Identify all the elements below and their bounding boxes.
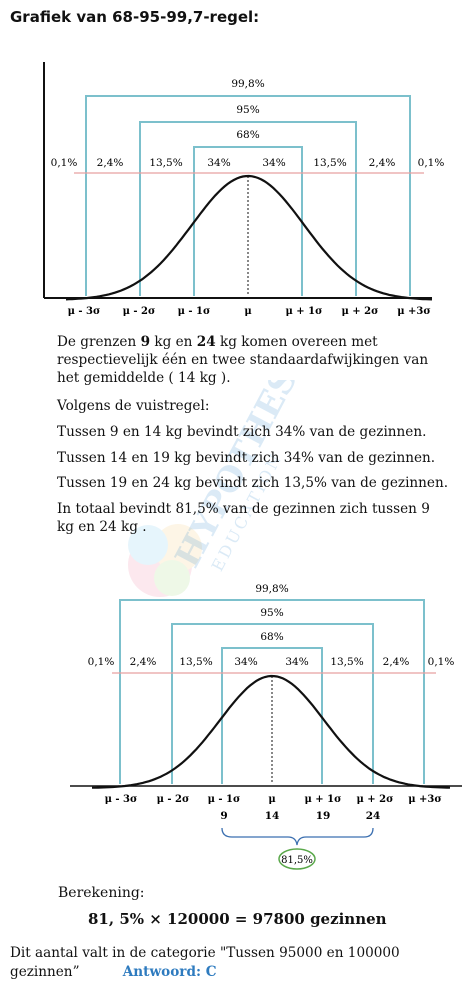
segment-label: 0,1% <box>428 656 455 668</box>
segment-label: 0,1% <box>88 656 115 668</box>
segment-label: 34% <box>285 656 308 668</box>
tick-label: μ +3σ <box>408 794 442 805</box>
segment-label: 0,1% <box>51 157 78 169</box>
paragraph-totaal: In totaal bevindt 81,5% van de gezinnen … <box>57 501 430 535</box>
calculation-label: Berekening: <box>58 885 145 901</box>
tick-label: μ <box>268 794 275 805</box>
segment-label: 34% <box>262 157 285 169</box>
span-label-998: 99,8% <box>255 583 288 595</box>
segment-label: 13,5% <box>330 656 363 668</box>
tick-label: μ - 2σ <box>157 794 190 805</box>
calculation: 81, 5% × 120000 = 97800 gezinnen <box>88 910 387 928</box>
bell-curve <box>65 174 433 301</box>
span-label-95: 95% <box>236 104 259 116</box>
tick-label: μ - 1σ <box>208 794 241 805</box>
tick-label: μ + 2σ <box>342 306 379 317</box>
segment-label: 34% <box>207 157 230 169</box>
span-label-68: 68% <box>236 129 259 141</box>
range-brace <box>221 827 374 846</box>
tick-label: μ - 2σ <box>123 306 156 317</box>
tick-label: μ + 1σ <box>286 306 323 317</box>
answer: Antwoord: C <box>122 964 217 980</box>
value-label: 9 <box>220 810 227 822</box>
page-title: Grafiek van 68-95-99,7-regel: <box>10 8 260 26</box>
paragraph-14-19: Tussen 14 en 19 kg bevindt zich 34% van … <box>57 450 436 466</box>
tick-label: μ - 1σ <box>178 306 211 317</box>
span-label-95: 95% <box>260 607 283 619</box>
tick-label: μ <box>244 306 251 317</box>
tick-label: μ +3σ <box>397 306 431 317</box>
segment-label: 2,4% <box>369 157 396 169</box>
value-label: 24 <box>366 810 381 822</box>
span-label-68: 68% <box>260 631 283 643</box>
segment-label: 2,4% <box>130 656 157 668</box>
paragraph-grenzen: De grenzen 9 kg en 24 kg komen overeen m… <box>57 334 429 386</box>
bracket-95 <box>139 121 357 296</box>
segment-label: 0,1% <box>418 157 445 169</box>
segment-label: 34% <box>234 656 257 668</box>
paragraph-19-24: Tussen 19 en 24 kg bevindt zich 13,5% va… <box>57 475 449 491</box>
bracket-95 <box>171 623 374 784</box>
tick-label: μ - 3σ <box>105 794 138 805</box>
segment-label: 13,5% <box>179 656 212 668</box>
conclusion: Dit aantal valt in de categorie "Tussen … <box>10 945 400 980</box>
bell-curve <box>92 674 451 789</box>
bracket-998 <box>85 95 411 296</box>
normal-distribution-graph-1: 99,8% 95% 68% 0,1% 2,4% 13,5% 34% 34% 13… <box>43 62 445 317</box>
tick-label: μ + 1σ <box>305 794 342 805</box>
normal-distribution-graph-2: 99,8% 95% 68% 0,1% 2,4% 13,5% 34% 34% 13… <box>70 583 462 870</box>
value-label: 19 <box>316 810 331 822</box>
tick-label: μ + 2σ <box>357 794 394 805</box>
segment-label: 2,4% <box>97 157 124 169</box>
segment-label: 13,5% <box>313 157 346 169</box>
segment-label: 13,5% <box>149 157 182 169</box>
span-label-998: 99,8% <box>231 78 264 90</box>
paragraph-9-14: Tussen 9 en 14 kg bevindt zich 34% van d… <box>57 424 427 440</box>
tick-label: μ - 3σ <box>68 306 101 317</box>
segment-label: 2,4% <box>383 656 410 668</box>
bracket-998 <box>119 599 425 784</box>
total-bubble-label: 81,5% <box>281 855 313 866</box>
total-bubble <box>278 848 316 870</box>
value-label: 14 <box>265 810 280 822</box>
paragraph-vuistregel: Volgens de vuistregel: <box>57 398 210 414</box>
